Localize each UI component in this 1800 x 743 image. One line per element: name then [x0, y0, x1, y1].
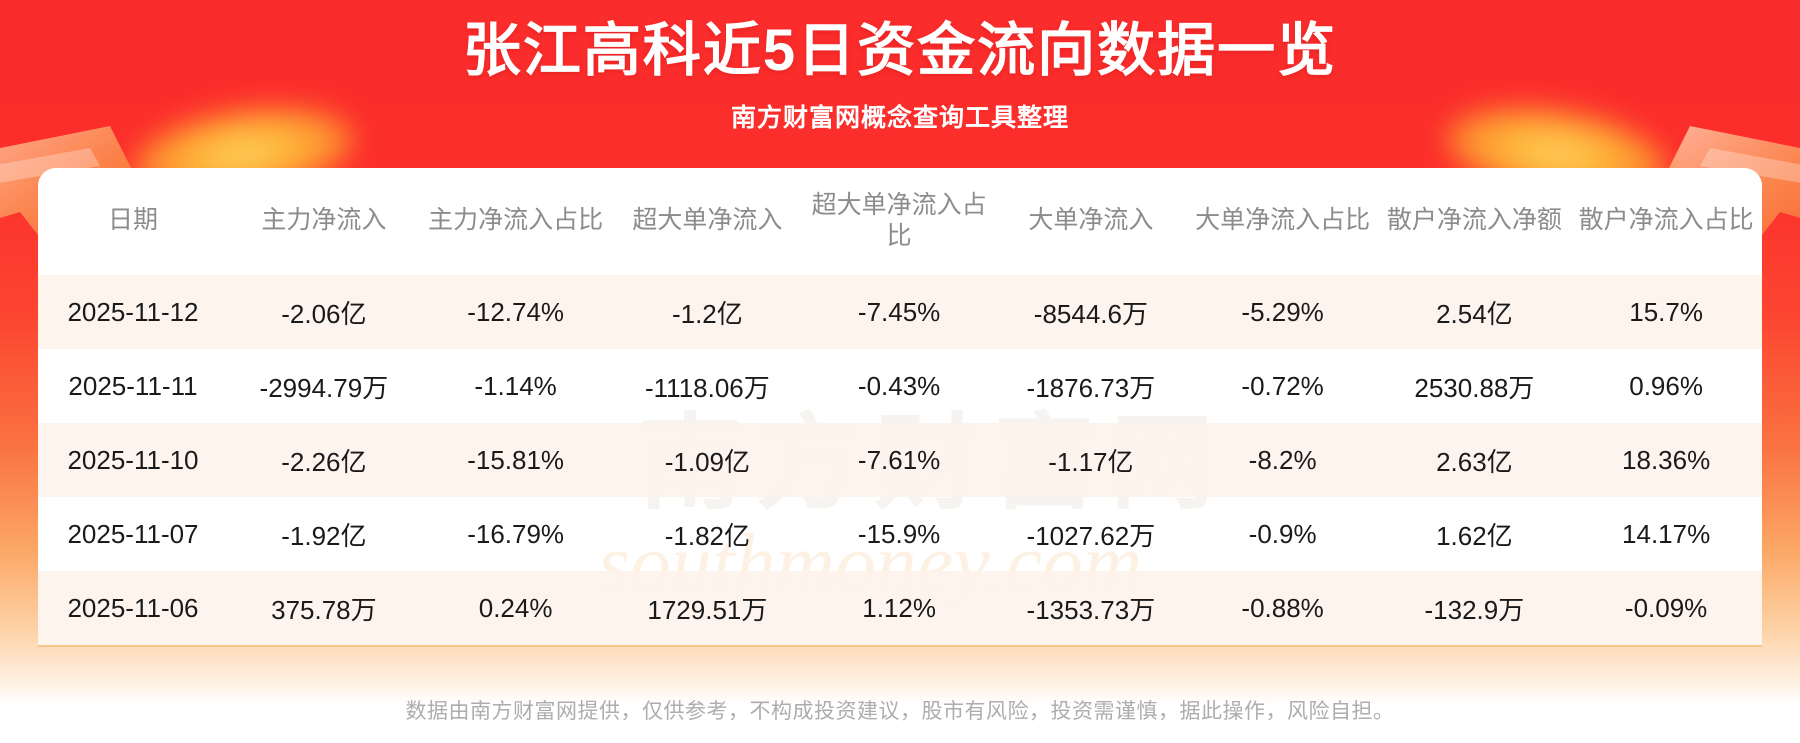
cell-main-net: 375.78万 — [228, 571, 420, 647]
cell-super-net: 1729.51万 — [611, 571, 804, 647]
cell-super-net: -1.2亿 — [611, 275, 804, 349]
header: 张江高科近5日资金流向数据一览 南方财富网概念查询工具整理 — [0, 0, 1800, 133]
cell-date: 2025-11-12 — [38, 275, 228, 349]
cell-retail-pct: 0.96% — [1629, 370, 1703, 401]
cell-large-net: -1027.62万 — [1026, 520, 1156, 551]
cell-large-pct: -8.2% — [1186, 423, 1379, 497]
table-header-row: 日期 主力净流入 主力净流入占比 超大单净流入 超大单净流入占比 大单净流入 大… — [38, 168, 1762, 275]
column-header-main-pct: 主力净流入占比 — [419, 168, 612, 275]
cell-main-net: -2.06亿 — [228, 275, 420, 349]
cell-super-net: -1.82亿 — [664, 520, 750, 551]
cell-super-net: -1118.06万 — [644, 372, 770, 403]
table-row: 2025-11-06 375.78万 0.24% 1729.51万 1.12% … — [38, 571, 1762, 647]
cell-large-pct: -5.29% — [1186, 275, 1379, 349]
cell-retail-pct: 15.7% — [1570, 275, 1762, 349]
column-header-super-pct: 超大单净流入占比 — [803, 168, 995, 275]
column-header-large-pct: 大单净流入占比 — [1186, 168, 1379, 275]
table-body: 2025-11-12 -2.06亿 -12.74% -1.2亿 -7.45% -… — [38, 275, 1762, 647]
cell-retail-pct: 14.17% — [1622, 518, 1711, 549]
column-header-super-net: 超大单净流入 — [611, 168, 804, 275]
data-table-card: 南方财富网 southmoney.com 日期 主力净流入 主力净流入占比 超大… — [38, 168, 1762, 647]
column-header-large-net: 大单净流入 — [995, 168, 1187, 275]
cell-main-pct: 0.24% — [419, 571, 612, 647]
cell-date: 2025-11-11 — [68, 370, 198, 401]
table-row: 2025-11-07 -1.92亿 -16.79% -1.82亿 -15.9% … — [38, 497, 1762, 571]
table-head: 日期 主力净流入 主力净流入占比 超大单净流入 超大单净流入占比 大单净流入 大… — [38, 168, 1762, 275]
cell-large-net: -1876.73万 — [1026, 372, 1156, 403]
cell-date: 2025-11-10 — [38, 423, 228, 497]
table-row: 2025-11-12 -2.06亿 -12.74% -1.2亿 -7.45% -… — [38, 275, 1762, 349]
cell-retail-pct: 18.36% — [1570, 423, 1762, 497]
cell-date: 2025-11-07 — [67, 518, 199, 549]
cell-main-net: -2994.79万 — [259, 372, 389, 403]
cell-retail-pct: -0.09% — [1570, 571, 1762, 647]
cell-large-pct: -0.88% — [1186, 571, 1379, 647]
disclaimer-footer: 数据由南方财富网提供，仅供参考，不构成投资建议，股市有风险，投资需谨慎，据此操作… — [405, 700, 1395, 723]
cell-large-net: -1353.73万 — [995, 571, 1187, 647]
cell-large-pct: -0.9% — [1248, 518, 1317, 549]
table-row: 2025-11-11 -2994.79万 -1.14% -1118.06万 -0… — [38, 349, 1762, 423]
cell-large-pct: -0.72% — [1241, 370, 1324, 401]
column-header-main-net: 主力净流入 — [228, 168, 420, 275]
cell-retail-net: 2.54亿 — [1378, 275, 1571, 349]
cell-main-pct: -16.79% — [467, 518, 565, 549]
page-title: 张江高科近5日资金流向数据一览 — [462, 18, 1338, 83]
cell-super-net: -1.09亿 — [611, 423, 804, 497]
page-subtitle: 南方财富网概念查询工具整理 — [730, 103, 1069, 132]
cell-main-net: -2.26亿 — [228, 423, 420, 497]
column-header-retail-pct: 散户净流入占比 — [1570, 168, 1762, 275]
cell-main-pct: -15.81% — [419, 423, 612, 497]
cell-large-net: -8544.6万 — [995, 275, 1187, 349]
cell-super-pct: -7.45% — [803, 275, 995, 349]
column-header-retail-net: 散户净流入净额 — [1378, 168, 1571, 275]
cell-retail-net: 1.62亿 — [1436, 520, 1513, 551]
table-row: 2025-11-10 -2.26亿 -15.81% -1.09亿 -7.61% … — [38, 423, 1762, 497]
cell-date: 2025-11-06 — [38, 571, 228, 647]
cell-retail-net: -132.9万 — [1378, 571, 1571, 647]
cell-main-net: -1.92亿 — [281, 520, 367, 551]
cell-super-pct: -15.9% — [857, 518, 941, 549]
cell-super-pct: 1.12% — [803, 571, 995, 647]
cell-main-pct: -12.74% — [419, 275, 612, 349]
cell-large-net: -1.17亿 — [995, 423, 1187, 497]
fund-flow-table: 日期 主力净流入 主力净流入占比 超大单净流入 超大单净流入占比 大单净流入 大… — [38, 168, 1762, 647]
cell-super-pct: -0.43% — [857, 370, 941, 401]
column-header-date: 日期 — [38, 168, 228, 275]
cell-main-pct: -1.14% — [474, 370, 557, 401]
cell-retail-net: 2.63亿 — [1378, 423, 1571, 497]
cell-super-pct: -7.61% — [803, 423, 995, 497]
cell-retail-net: 2530.88万 — [1414, 372, 1535, 403]
